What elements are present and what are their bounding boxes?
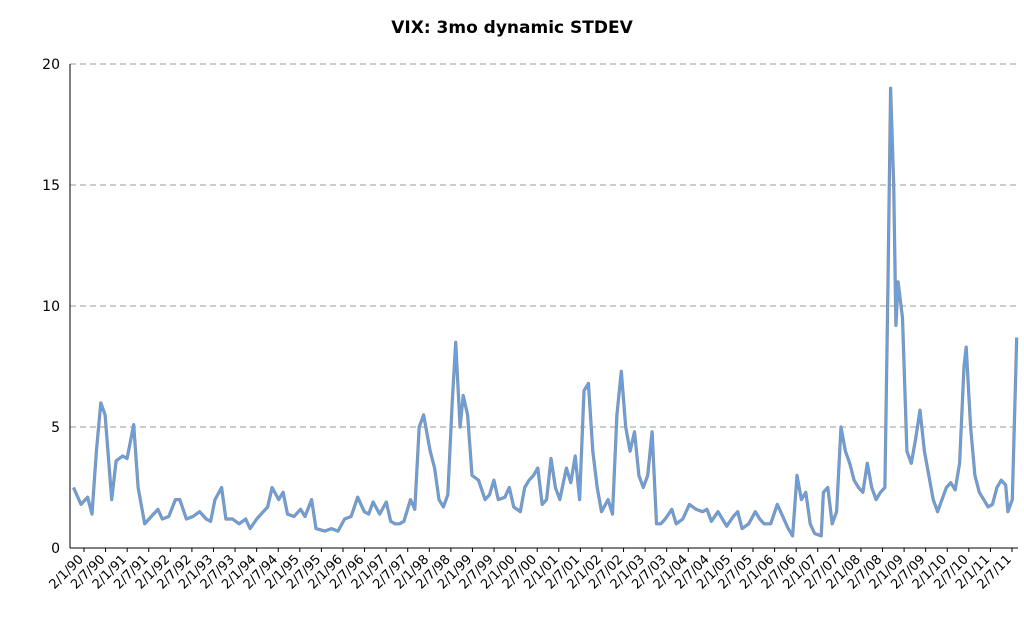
series-line-shadow <box>72 86 1019 538</box>
y-tick-label: 10 <box>42 299 60 315</box>
y-tick-label: 5 <box>51 420 60 436</box>
y-tick-label: 0 <box>51 541 60 557</box>
series-line <box>72 87 1018 538</box>
chart-title: VIX: 3mo dynamic STDEV <box>391 18 633 38</box>
y-tick-label: 20 <box>42 57 60 73</box>
y-tick-label: 15 <box>42 178 60 194</box>
